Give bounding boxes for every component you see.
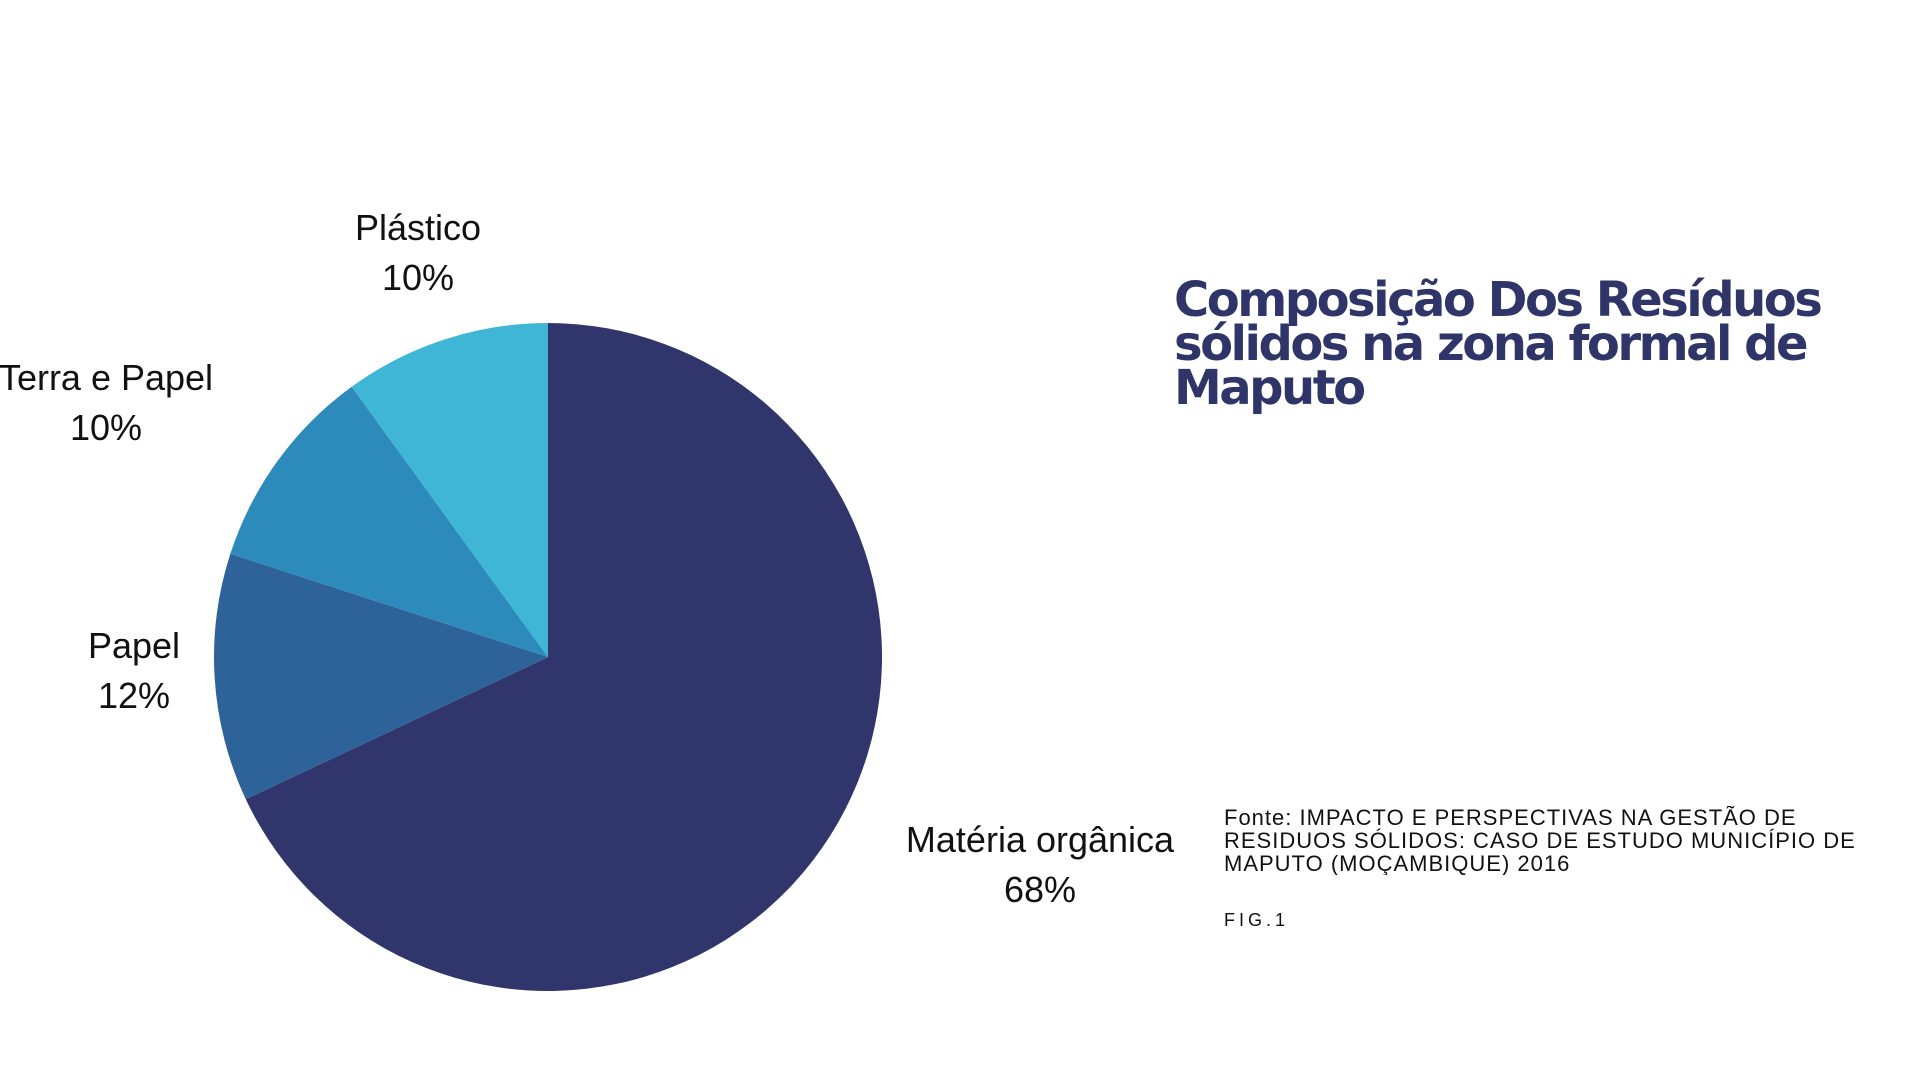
source-line-1: Fonte: IMPACTO E PERSPECTIVAS NA GESTÃO …: [1224, 806, 1797, 830]
slice-value-1: 68%: [1004, 869, 1076, 910]
slice-value-4: 10%: [382, 257, 454, 298]
chart-title-line-2: sólidos na zona formal de: [1174, 316, 1809, 372]
source-citation: Fonte: IMPACTO E PERSPECTIVAS NA GESTÃO …: [1224, 806, 1920, 875]
chart-title-line-1: Composição Dos Resíduos: [1174, 272, 1823, 328]
chart-title-line-3: Maputo: [1174, 360, 1366, 416]
pie-labels: Matéria orgânica 68% Papel 12% Terra e Papel…: [0, 207, 1175, 910]
slice-value-2: 12%: [98, 675, 170, 716]
pie-slice-2: [214, 553, 548, 800]
pie-slice-1: [245, 323, 883, 992]
pie-slice-3: [230, 386, 548, 657]
slice-value-3: 10%: [70, 407, 142, 448]
chart-title: Composição Dos Resíduos sólidos na zona …: [1174, 272, 1894, 416]
slice-label-1: Matéria orgânica: [906, 819, 1175, 860]
source-line-3: MAPUTO (MOÇAMBIQUE) 2016: [1224, 851, 1571, 875]
slice-label-3: Terra e Papel: [0, 357, 213, 398]
figure-label: FIG.1: [1224, 910, 1290, 930]
pie-slice-4: [351, 323, 548, 657]
slice-label-2: Papel: [88, 625, 180, 666]
slice-label-4: Plástico: [355, 207, 481, 248]
pie-slices: [214, 323, 883, 992]
source-line-2: RESIDUOS SÓLIDOS: CASO DE ESTUDO MUNICÍP…: [1224, 828, 1856, 853]
